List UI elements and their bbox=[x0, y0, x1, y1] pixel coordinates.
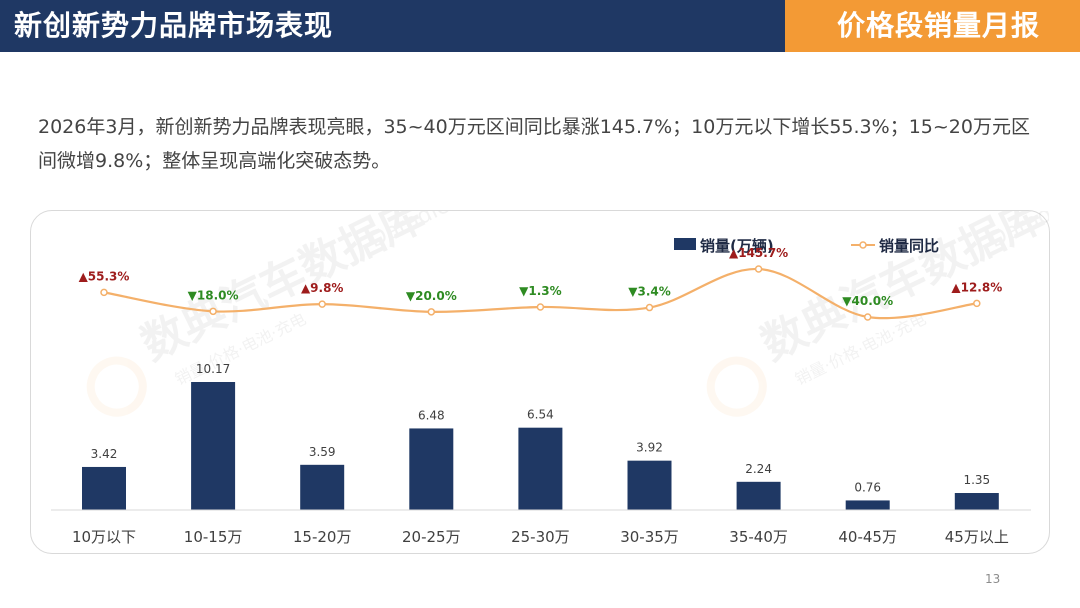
sales-bar-value-label: 6.54 bbox=[527, 408, 554, 422]
watermark-logo-icon bbox=[86, 356, 147, 417]
sales-bar bbox=[627, 460, 672, 510]
yoy-data-label: ▲55.3% bbox=[79, 269, 130, 283]
sales-bar bbox=[82, 466, 126, 510]
yoy-point bbox=[754, 265, 763, 273]
page-number: 13 bbox=[985, 572, 1001, 586]
yoy-data-label: ▲145.7% bbox=[729, 246, 788, 260]
yoy-data-label: ▼18.0% bbox=[188, 288, 239, 302]
sales-bar-value-label: 2.24 bbox=[745, 462, 772, 476]
sales-bar bbox=[954, 493, 999, 510]
yoy-point bbox=[100, 288, 108, 297]
yoy-line-series: ▲55.3% ▼18.0% ▲9.8% ▼20.0% ▼1.3% ▼3.4% ▲145.7%… bbox=[79, 246, 1002, 321]
x-axis-tick-label: 40-45万 bbox=[838, 528, 897, 546]
yoy-data-label: ▼40.0% bbox=[842, 294, 893, 308]
page-title: 新创新势力品牌市场表现 bbox=[14, 9, 334, 42]
sales-bar-value-label: 6.48 bbox=[418, 408, 445, 422]
sales-bar bbox=[191, 382, 236, 510]
sales-bar bbox=[736, 481, 781, 510]
x-axis-tick-label: 10-15万 bbox=[184, 528, 243, 546]
legend-swatch-sales bbox=[674, 238, 696, 250]
legend-label-sales: 销量(万辆) bbox=[700, 237, 774, 255]
header-bar: 新创新势力品牌市场表现 价格段销量月报 bbox=[0, 0, 1080, 52]
yoy-point bbox=[318, 300, 326, 308]
summary-text: 2026年3月，新创新势力品牌表现亮眼，35~40万元区间同比暴涨145.7%；… bbox=[38, 116, 1030, 172]
yoy-data-label: ▼20.0% bbox=[406, 289, 457, 303]
x-axis-tick-label: 30-35万 bbox=[620, 528, 679, 546]
report-badge-label: 价格段销量月报 bbox=[836, 9, 1040, 42]
legend-marker-yoy bbox=[859, 241, 867, 249]
sales-bar-value-label: 10.17 bbox=[196, 362, 230, 376]
chart-panel: 数典汽车数据库 销量·价格·电池·充电 Datadic 数典汽车数据库 销量·价格·电池… bbox=[30, 190, 1073, 554]
legend-label-yoy: 销量同比 bbox=[879, 237, 939, 255]
sales-bar-value-label: 1.35 bbox=[963, 473, 990, 487]
yoy-point bbox=[863, 313, 872, 321]
yoy-point bbox=[209, 307, 217, 316]
x-axis-tick-label: 45万以上 bbox=[945, 528, 1009, 546]
sales-bar bbox=[518, 427, 563, 510]
sales-bar-value-label: 3.92 bbox=[636, 441, 663, 455]
chart-legend: 销量(万辆) 销量同比 bbox=[674, 237, 939, 255]
yoy-data-label: ▼3.4% bbox=[628, 285, 671, 299]
x-axis-tick-label: 35-40万 bbox=[729, 528, 788, 546]
sales-bar bbox=[409, 428, 454, 510]
yoy-data-label: ▲9.8% bbox=[301, 281, 344, 295]
x-axis-tick-label: 20-25万 bbox=[402, 528, 461, 546]
x-axis-tick-label: 15-20万 bbox=[293, 528, 352, 546]
x-axis: 10万以下 10-15万 15-20万 20-25万 25-30万 30-35万 35-40… bbox=[51, 509, 1031, 546]
sales-bar bbox=[300, 464, 345, 510]
sales-bar bbox=[845, 500, 890, 510]
yoy-point bbox=[536, 303, 545, 311]
yoy-point bbox=[427, 308, 436, 316]
x-axis-tick-label: 25-30万 bbox=[511, 528, 570, 546]
sales-bar-value-label: 3.59 bbox=[309, 445, 336, 459]
sales-bar-value-label: 3.42 bbox=[91, 447, 118, 461]
yoy-data-label: ▼1.3% bbox=[519, 284, 562, 298]
x-axis-tick-label: 10万以下 bbox=[72, 528, 136, 546]
yoy-point bbox=[645, 303, 654, 312]
watermark-logo-icon bbox=[706, 356, 767, 417]
report-badge: 价格段销量月报 bbox=[785, 0, 1080, 52]
bar-series: 3.42 10.17 3.59 6.48 6.54 3.92 2.24 0.76 1.35 bbox=[82, 362, 999, 510]
sales-bar-value-label: 0.76 bbox=[854, 480, 881, 494]
yoy-point bbox=[973, 299, 981, 308]
yoy-data-label: ▲12.8% bbox=[951, 280, 1002, 294]
